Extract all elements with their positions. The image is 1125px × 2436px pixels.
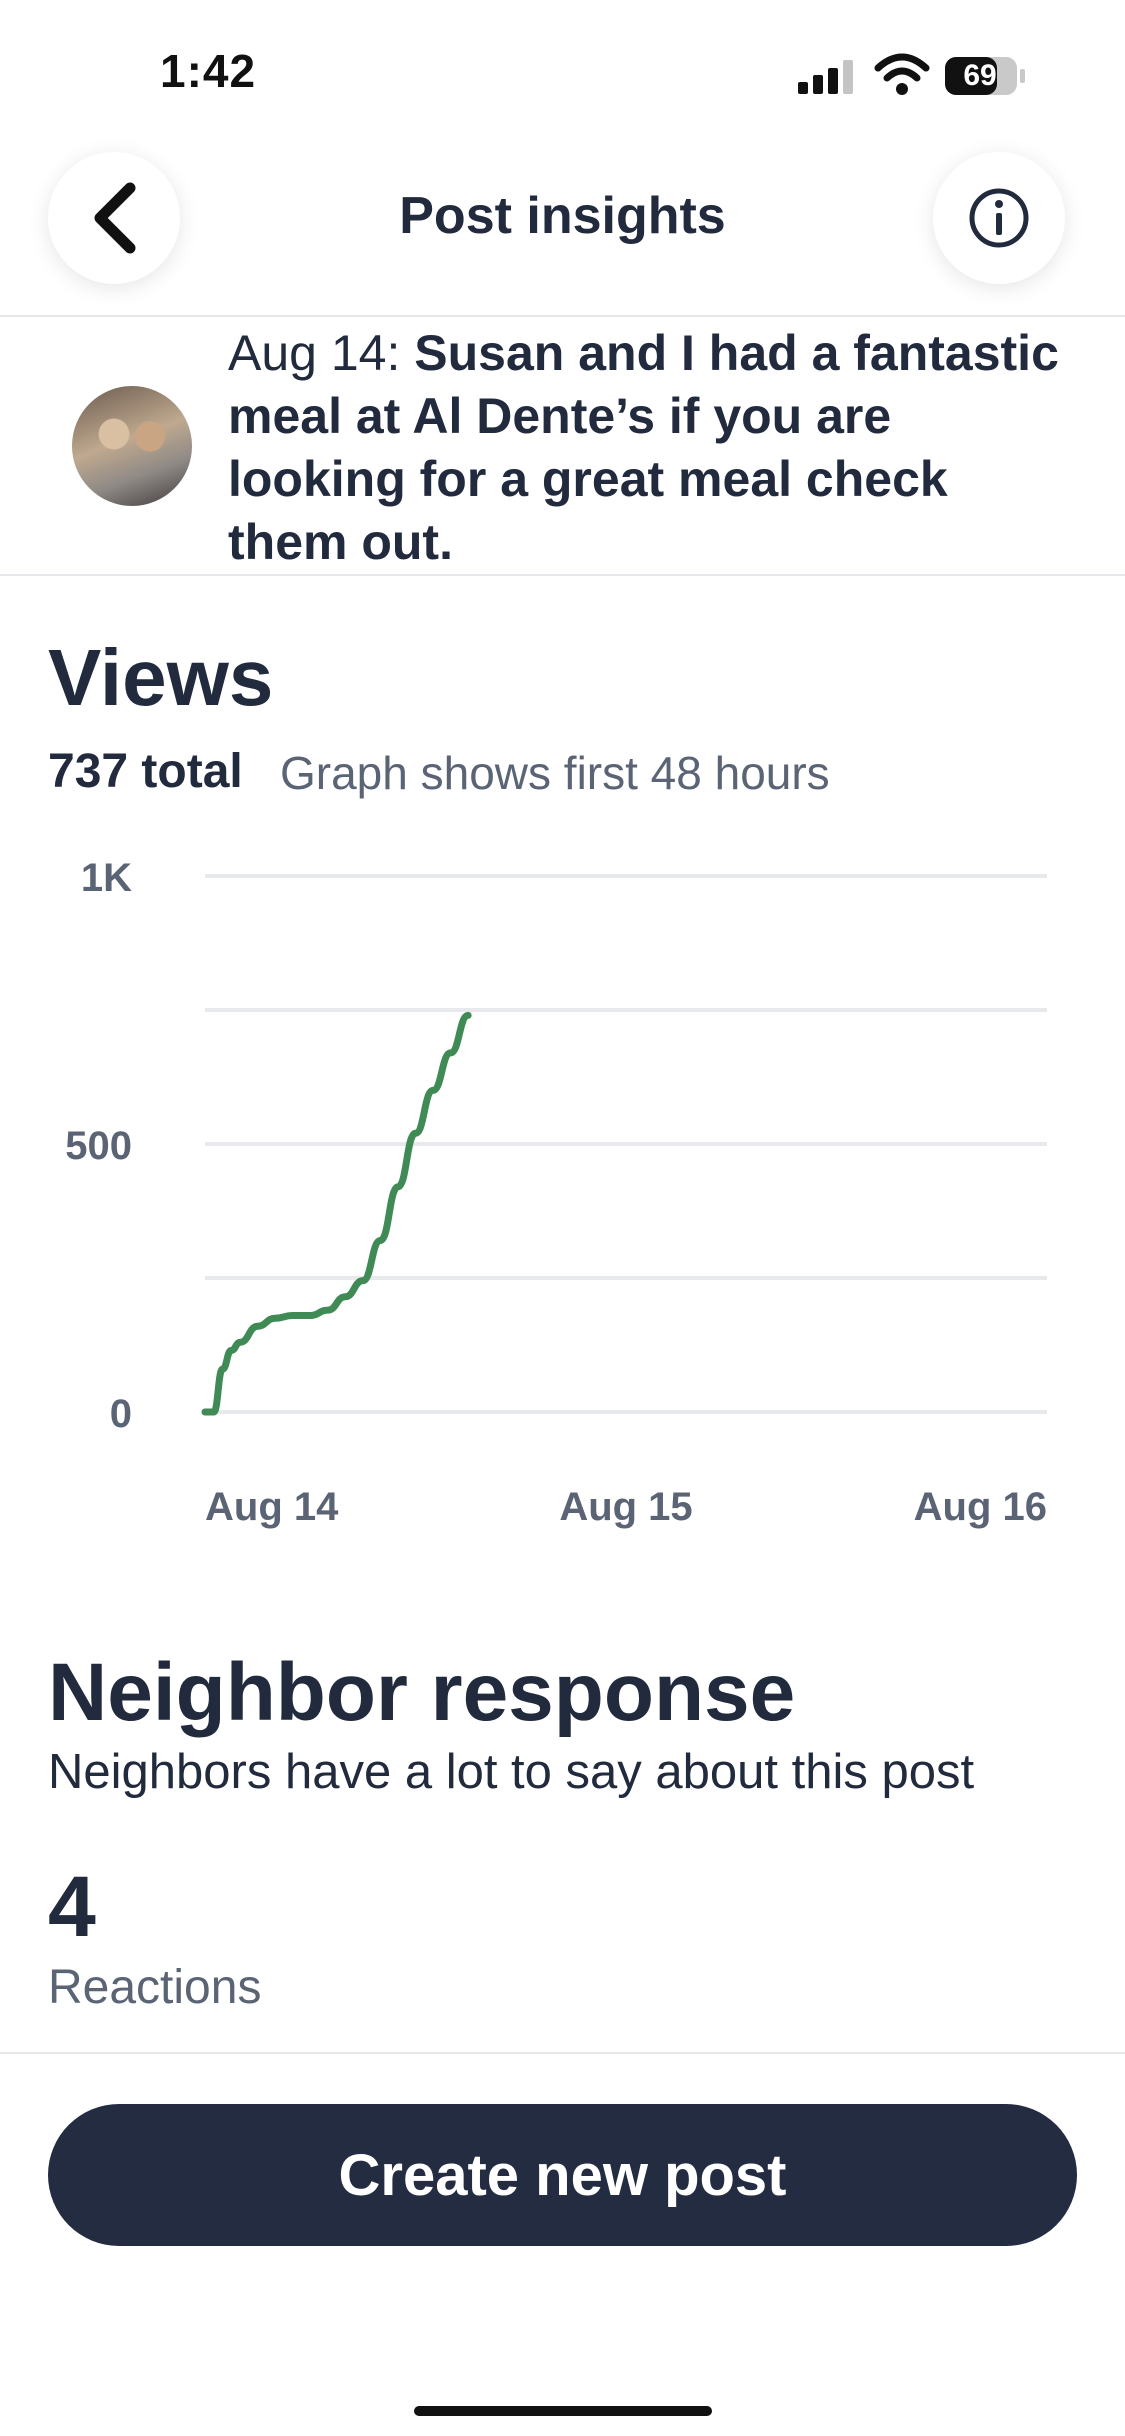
post-divider <box>0 574 1125 576</box>
post-preview-text[interactable]: Aug 14: Susan and I had a fantastic meal… <box>228 322 1068 574</box>
views-chart: 0 500 1K Aug 14 Aug 15 Aug 16 <box>65 856 1047 1529</box>
neighbor-response-subtitle: Neighbors have a lot to say about this p… <box>48 1745 975 1799</box>
views-title: Views <box>48 633 274 722</box>
signal-icon <box>798 60 853 94</box>
wifi-icon <box>874 53 930 95</box>
info-button[interactable] <box>933 152 1065 284</box>
page-title: Post insights <box>399 187 726 245</box>
y-tick-label: 0 <box>110 1392 132 1436</box>
reactions-count: 4 <box>48 1859 96 1955</box>
post-body: Susan and I had a fantastic meal at Al D… <box>228 325 1059 570</box>
back-button[interactable] <box>48 152 180 284</box>
avatar <box>72 386 192 506</box>
x-tick-label: Aug 16 <box>914 1485 1047 1529</box>
post-date: Aug 14: <box>228 325 401 381</box>
views-total: 737 total <box>48 745 243 798</box>
y-tick-label: 1K <box>81 856 132 900</box>
info-icon <box>969 188 1029 248</box>
status-time: 1:42 <box>160 45 257 97</box>
battery-level: 69 <box>963 59 997 92</box>
home-indicator <box>414 2406 712 2416</box>
views-subtitle: Graph shows first 48 hours <box>280 747 830 799</box>
neighbor-response-title: Neighbor response <box>48 1647 796 1738</box>
y-tick-label: 500 <box>65 1124 132 1168</box>
views-line <box>201 1011 472 1416</box>
battery-icon: 69 <box>944 56 1026 96</box>
reactions-label: Reactions <box>48 1961 262 2014</box>
header-divider <box>0 315 1125 317</box>
create-new-post-button[interactable]: Create new post <box>48 2104 1077 2246</box>
x-tick-label: Aug 14 <box>205 1485 339 1529</box>
chevron-left-icon <box>94 182 136 254</box>
x-tick-label: Aug 15 <box>559 1485 692 1529</box>
footer-divider <box>0 2052 1125 2054</box>
